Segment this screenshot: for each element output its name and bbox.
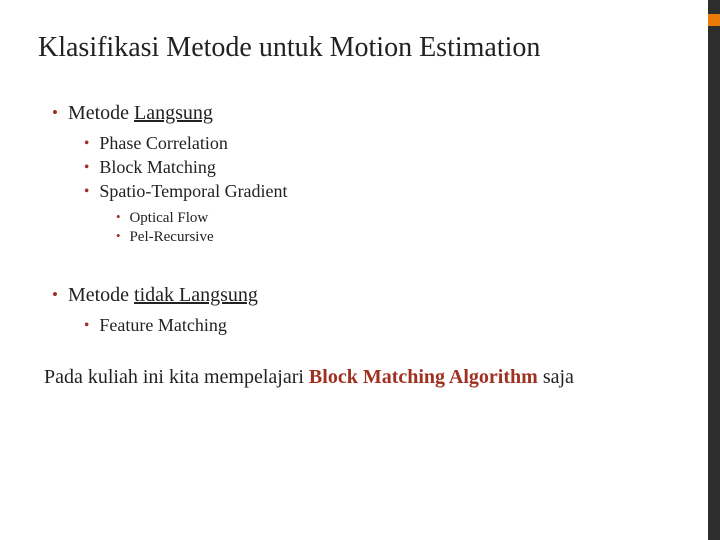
section-label: Metode Langsung [68, 102, 213, 125]
bullet-icon: • [52, 103, 58, 123]
list-item: • Phase Correlation [84, 133, 670, 154]
section-items: • Feature Matching [52, 315, 670, 336]
list-item: • Feature Matching [84, 315, 670, 336]
accent-bar [708, 0, 720, 540]
section-tidak-langsung: • Metode tidak Langsung • Feature Matchi… [52, 284, 670, 336]
item-label: Feature Matching [99, 315, 226, 336]
slide-content: Klasifikasi Metode untuk Motion Estimati… [0, 0, 720, 420]
subitems: • Optical Flow • Pel-Recursive [84, 210, 670, 246]
note-pre: Pada kuliah ini kita mempelajari [44, 366, 309, 388]
list-item: • Pel-Recursive [116, 229, 670, 246]
accent-square [708, 14, 720, 26]
bullet-icon: • [84, 135, 89, 153]
list-item: • Spatio-Temporal Gradient • Optical Flo… [84, 181, 670, 246]
bullet-icon: • [52, 285, 58, 305]
slide-title: Klasifikasi Metode untuk Motion Estimati… [38, 32, 670, 64]
list-item: • Optical Flow [116, 210, 670, 227]
section-items: • Phase Correlation • Block Matching • S… [52, 133, 670, 246]
bullet-icon: • [84, 317, 89, 335]
bullet-icon: • [84, 183, 89, 201]
section-langsung: • Metode Langsung • Phase Correlation • … [52, 102, 670, 246]
subitem-label: Pel-Recursive [129, 229, 213, 246]
outline-list: • Metode Langsung • Phase Correlation • … [38, 102, 670, 336]
bullet-icon: • [116, 229, 120, 244]
bullet-icon: • [84, 159, 89, 177]
bullet-icon: • [116, 210, 120, 225]
list-item: • Block Matching [84, 157, 670, 178]
section-label: Metode tidak Langsung [68, 284, 258, 307]
subitem-label: Optical Flow [129, 210, 208, 227]
note-post: saja [538, 366, 574, 388]
label-prefix: Metode [68, 102, 134, 124]
item-label: Block Matching [99, 157, 215, 178]
note-highlight: Block Matching Algorithm [309, 366, 538, 388]
label-underlined: tidak Langsung [134, 284, 258, 306]
footnote: Pada kuliah ini kita mempelajari Block M… [38, 364, 670, 390]
item-label: Spatio-Temporal Gradient [99, 181, 287, 202]
spacer [52, 254, 670, 278]
label-prefix: Metode [68, 284, 134, 306]
item-label: Phase Correlation [99, 133, 227, 154]
label-underlined: Langsung [134, 102, 213, 124]
